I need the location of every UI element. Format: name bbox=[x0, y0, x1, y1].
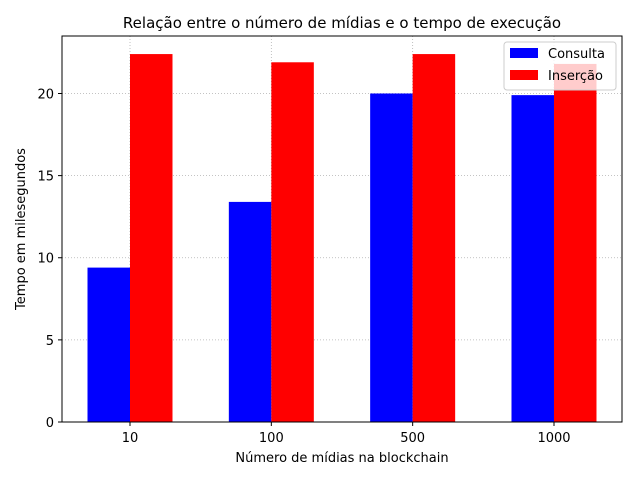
bar-consulta-500 bbox=[370, 93, 413, 422]
x-axis: 10 100 500 1000 bbox=[122, 422, 571, 446]
bar-insercao-500 bbox=[412, 54, 456, 422]
plot-frame bbox=[61, 35, 623, 423]
legend-swatch bbox=[510, 70, 538, 80]
y-tick-label: 5 bbox=[46, 334, 54, 349]
bar-consulta-10 bbox=[87, 267, 130, 422]
bar-consulta-100 bbox=[228, 201, 272, 422]
y-tick-label: 0 bbox=[46, 416, 54, 431]
x-tick-label: 1000 bbox=[537, 431, 570, 446]
y-axis-label: Tempo em milesegundos bbox=[14, 148, 29, 311]
y-tick-label: 15 bbox=[37, 170, 54, 185]
x-tick-label: 10 bbox=[122, 431, 139, 446]
legend-label: Consulta bbox=[548, 47, 605, 62]
y-tick-label: 10 bbox=[37, 252, 54, 267]
x-axis-label: Número de mídias na blockchain bbox=[235, 451, 448, 466]
bars bbox=[87, 54, 597, 423]
bar-consulta-1000 bbox=[511, 95, 554, 423]
x-tick-label: 500 bbox=[400, 431, 425, 446]
bar-insercao-10 bbox=[130, 54, 173, 422]
bar-insercao-1000 bbox=[553, 63, 597, 423]
y-tick-label: 20 bbox=[37, 87, 54, 102]
x-tick-label: 100 bbox=[259, 431, 284, 446]
bar-insercao-100 bbox=[271, 62, 314, 422]
legend: Consulta Inserção bbox=[503, 41, 617, 91]
legend-swatch bbox=[510, 48, 538, 58]
chart-title: Relação entre o número de mídias e o tem… bbox=[123, 14, 561, 32]
y-axis: 0 5 10 15 20 bbox=[37, 87, 62, 431]
legend-label: Inserção bbox=[548, 69, 603, 84]
